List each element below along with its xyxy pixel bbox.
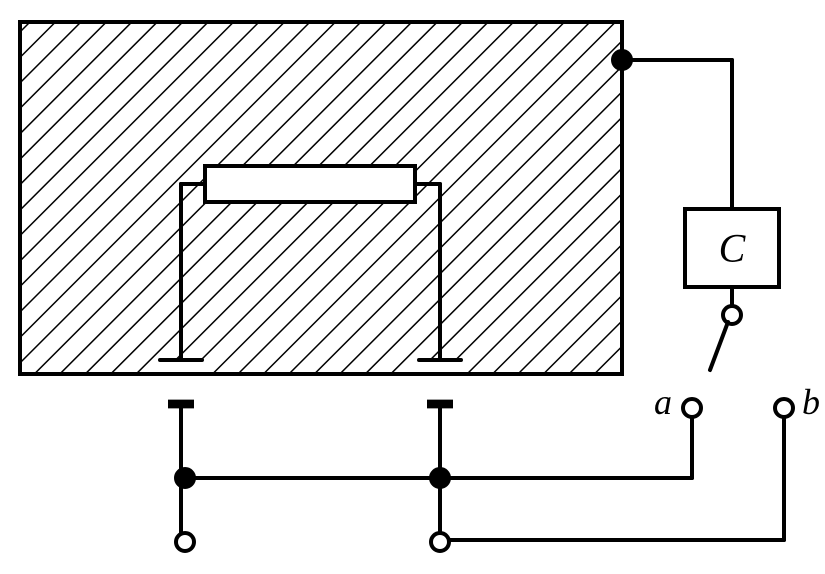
hatched-region xyxy=(20,22,622,166)
switch-terminal-b xyxy=(775,399,793,417)
hatched-region xyxy=(20,202,622,360)
switch-arm xyxy=(710,322,728,370)
circuit-diagram: Ca b xyxy=(0,0,825,574)
node-terminal xyxy=(431,533,449,551)
hatched-region xyxy=(206,360,415,374)
switch-label-a: a xyxy=(654,382,672,422)
node-junction xyxy=(613,51,631,69)
switch-terminal-a xyxy=(683,399,701,417)
node-junction xyxy=(176,469,194,487)
node-terminal xyxy=(176,533,194,551)
hatched-region xyxy=(465,360,622,374)
hatched-region xyxy=(20,166,205,202)
capacitor-label: C xyxy=(719,226,747,271)
node-junction xyxy=(431,469,449,487)
switch-pivot xyxy=(723,306,741,324)
resistor xyxy=(205,166,415,202)
switch-label-b: b xyxy=(802,382,820,422)
hatched-region xyxy=(415,166,622,202)
hatched-region xyxy=(20,360,156,374)
